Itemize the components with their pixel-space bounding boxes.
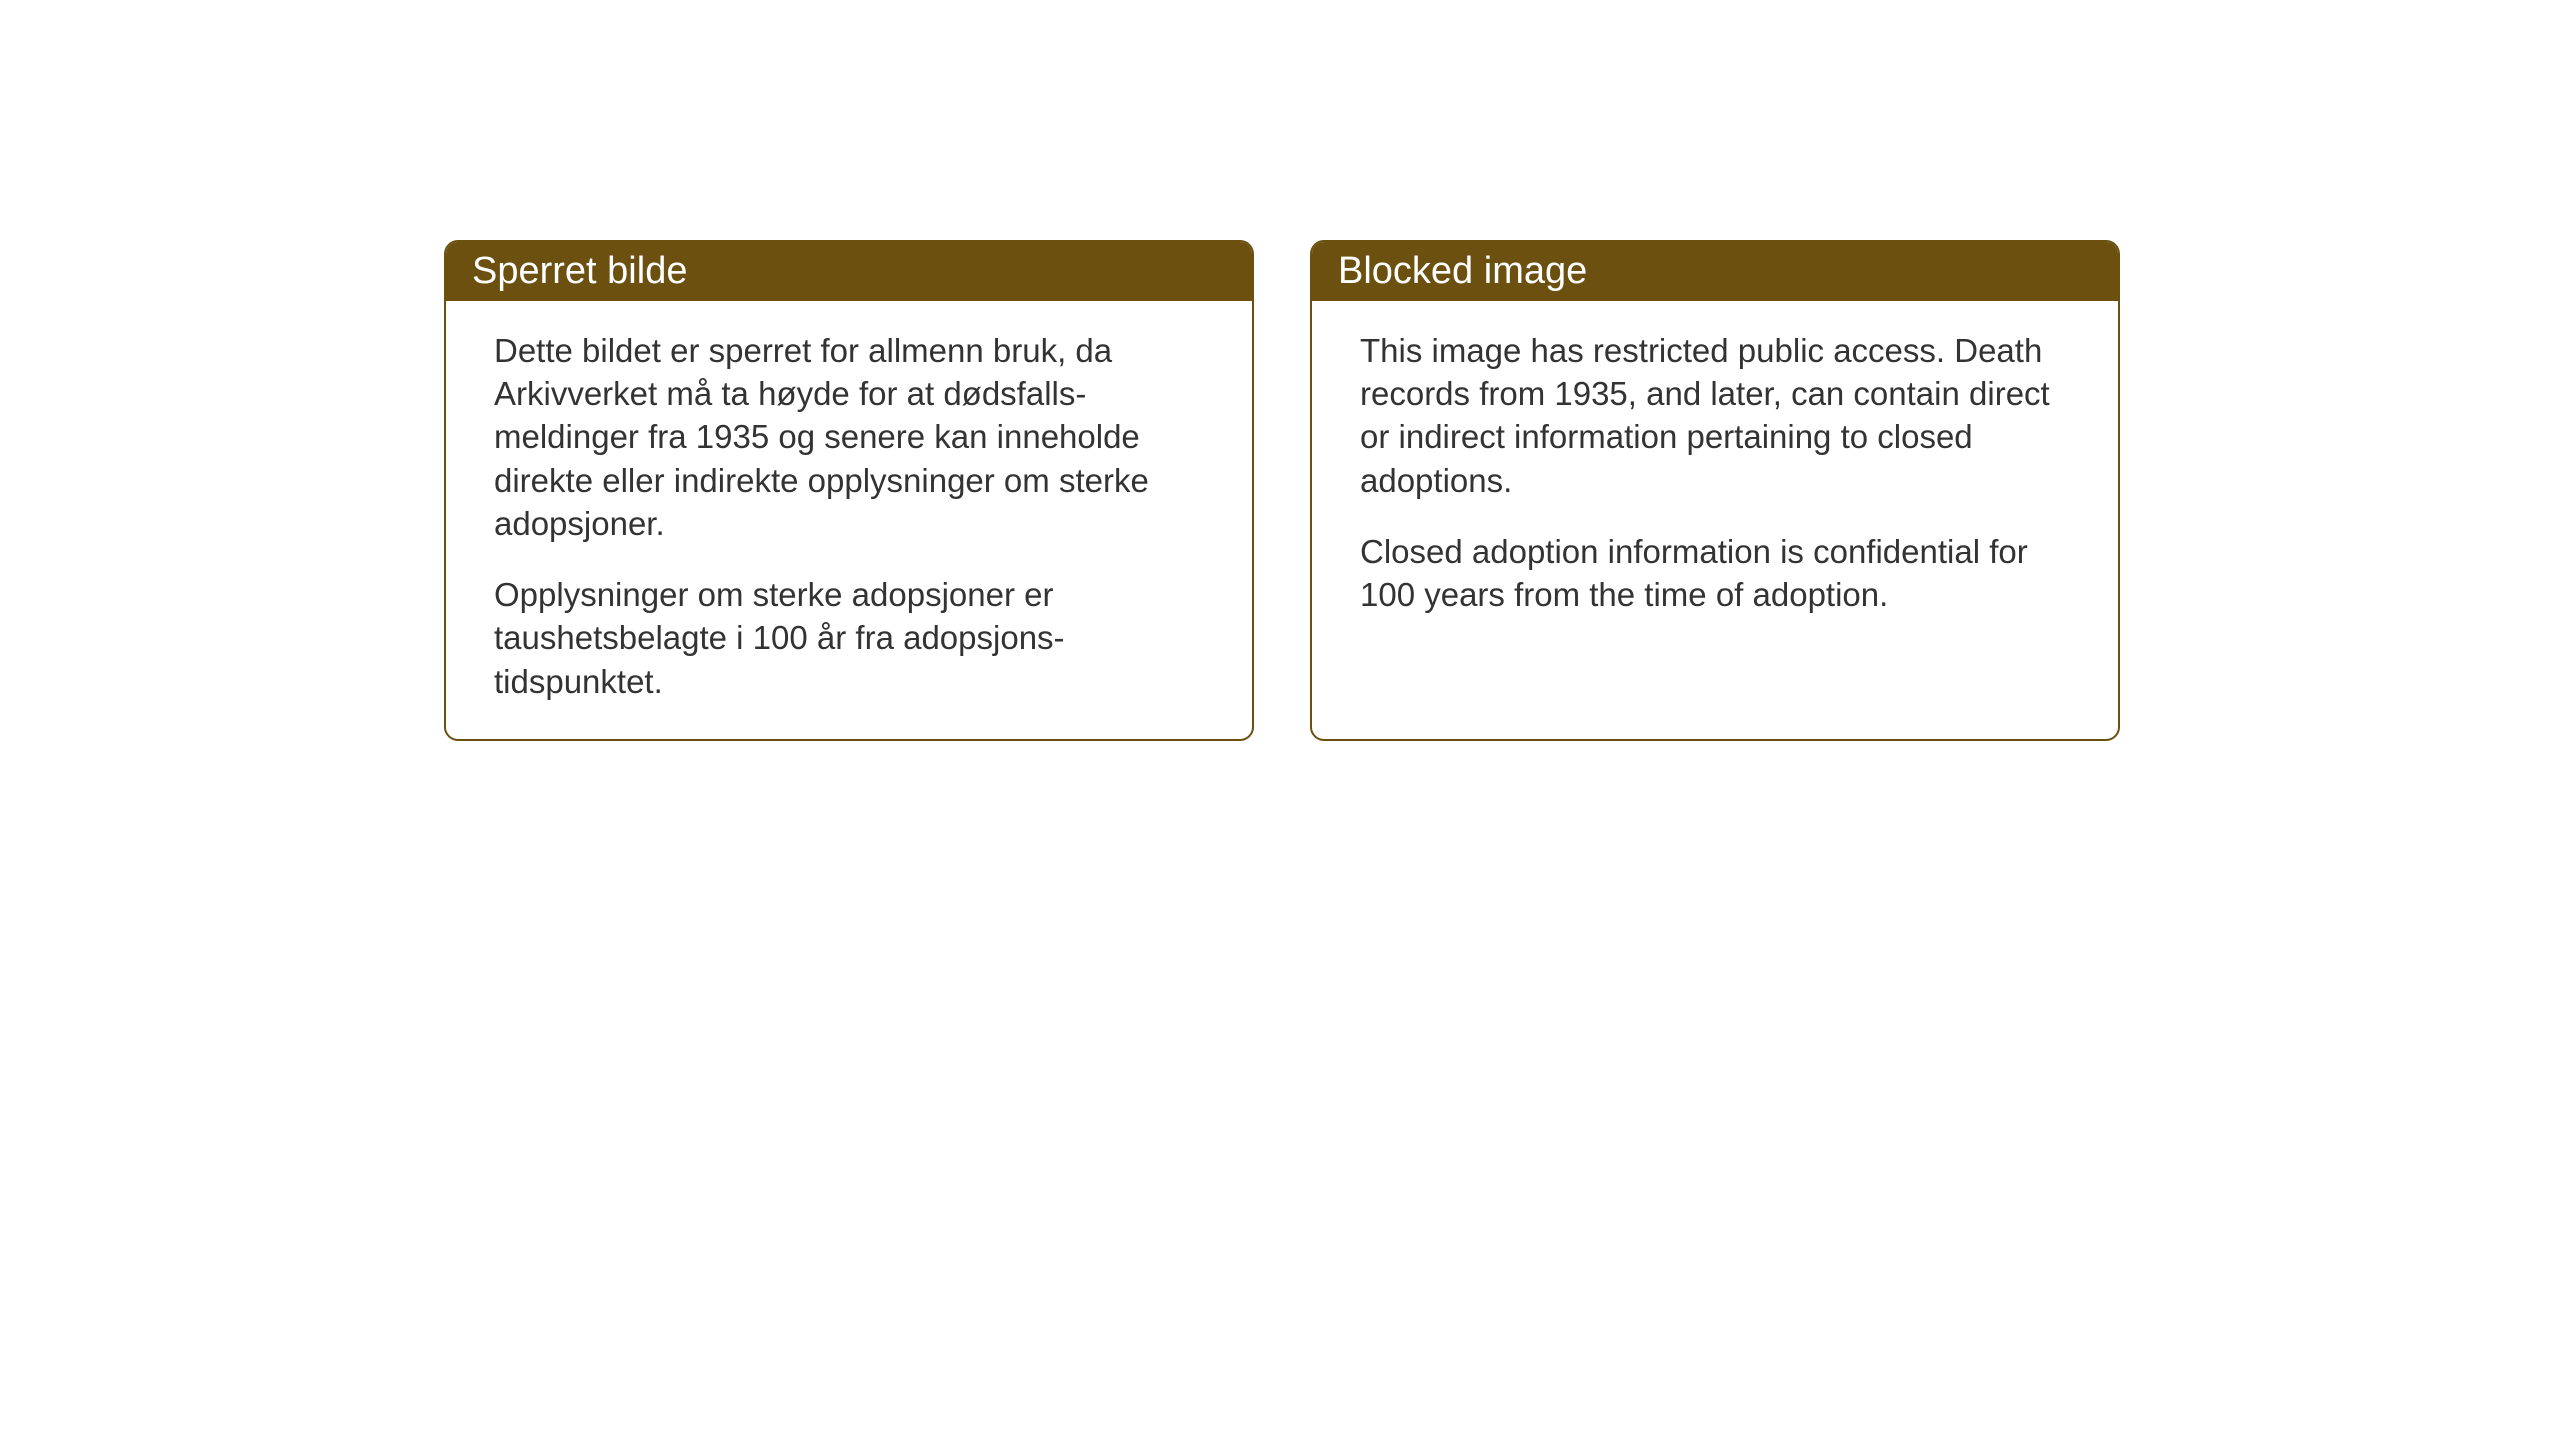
card-paragraph-2-norwegian: Opplysninger om sterke adopsjoner er tau… — [494, 573, 1204, 703]
notice-card-norwegian: Sperret bilde Dette bildet er sperret fo… — [444, 240, 1254, 741]
card-body-english: This image has restricted public access.… — [1312, 301, 2118, 681]
card-paragraph-1-norwegian: Dette bildet er sperret for allmenn bruk… — [494, 329, 1204, 545]
card-title-english: Blocked image — [1338, 250, 1587, 292]
card-paragraph-1-english: This image has restricted public access.… — [1360, 329, 2070, 502]
card-title-norwegian: Sperret bilde — [472, 250, 687, 292]
card-header-norwegian: Sperret bilde — [446, 242, 1252, 301]
card-body-norwegian: Dette bildet er sperret for allmenn bruk… — [446, 301, 1252, 739]
notice-card-english: Blocked image This image has restricted … — [1310, 240, 2120, 741]
notice-cards-container: Sperret bilde Dette bildet er sperret fo… — [444, 240, 2120, 741]
card-header-english: Blocked image — [1312, 242, 2118, 301]
card-paragraph-2-english: Closed adoption information is confident… — [1360, 530, 2070, 616]
